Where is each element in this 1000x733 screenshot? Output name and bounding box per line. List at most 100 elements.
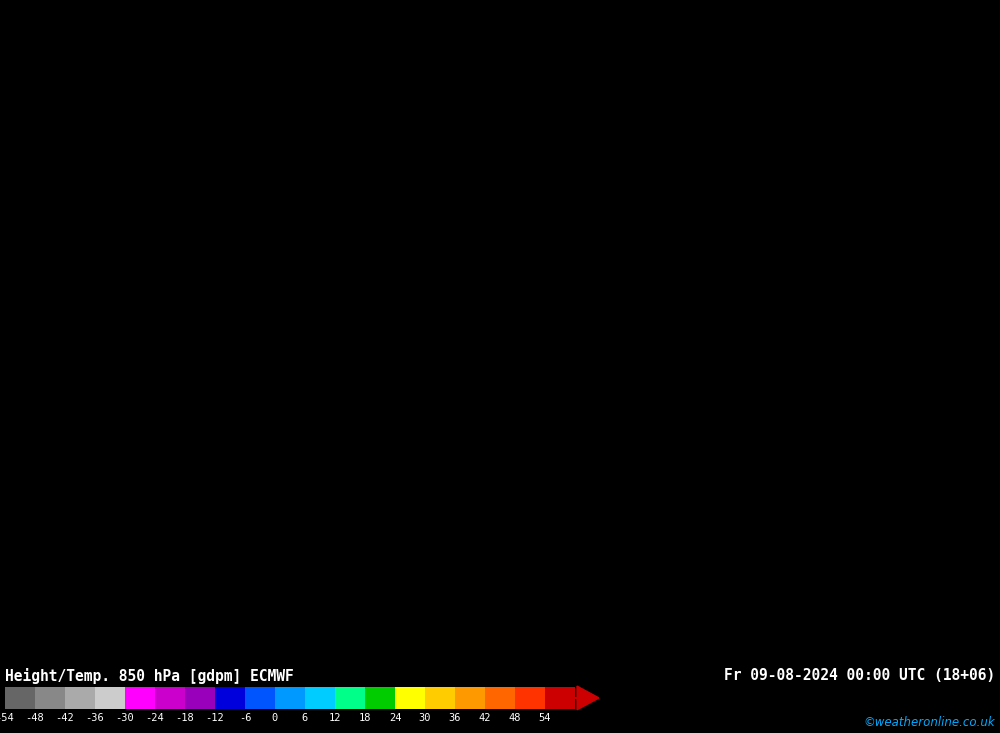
Text: 1: 1 bbox=[888, 386, 893, 395]
Text: 3: 3 bbox=[244, 386, 250, 395]
Text: 8: 8 bbox=[888, 492, 893, 501]
Text: 2: 2 bbox=[394, 310, 400, 319]
Text: 1: 1 bbox=[232, 628, 237, 638]
Text: 6: 6 bbox=[88, 83, 93, 92]
Text: 7: 7 bbox=[425, 113, 431, 122]
Text: 8: 8 bbox=[325, 22, 331, 31]
Text: 6: 6 bbox=[819, 605, 825, 615]
Text: 7: 7 bbox=[988, 401, 993, 410]
Text: 3: 3 bbox=[869, 416, 875, 425]
Text: 2: 2 bbox=[150, 651, 156, 660]
Text: 4: 4 bbox=[675, 408, 681, 418]
Text: 3: 3 bbox=[307, 280, 312, 289]
Text: 0: 0 bbox=[13, 52, 18, 62]
Text: 4: 4 bbox=[313, 523, 318, 531]
Text: 5: 5 bbox=[432, 454, 437, 463]
Text: 6: 6 bbox=[232, 545, 237, 554]
Text: 1: 1 bbox=[844, 75, 850, 84]
Text: 9: 9 bbox=[438, 83, 443, 92]
Text: 6: 6 bbox=[569, 439, 575, 448]
Text: 5: 5 bbox=[275, 242, 281, 251]
Text: 4: 4 bbox=[713, 431, 718, 441]
Text: 0: 0 bbox=[119, 621, 125, 630]
Text: 1: 1 bbox=[25, 523, 31, 531]
Text: 5: 5 bbox=[38, 598, 43, 607]
Text: 1: 1 bbox=[419, 37, 425, 46]
Text: 2: 2 bbox=[725, 408, 731, 418]
Text: 2: 2 bbox=[788, 545, 793, 554]
Text: 3: 3 bbox=[469, 568, 475, 577]
Text: 1: 1 bbox=[182, 636, 187, 645]
Text: 2: 2 bbox=[794, 272, 800, 281]
Text: 1: 1 bbox=[332, 303, 337, 312]
Text: 1: 1 bbox=[19, 424, 25, 432]
Text: 0: 0 bbox=[269, 454, 275, 463]
Text: 0: 0 bbox=[907, 151, 912, 160]
Text: 9: 9 bbox=[150, 280, 156, 289]
Text: 1: 1 bbox=[725, 90, 731, 99]
Text: 5: 5 bbox=[375, 598, 381, 607]
Text: 5: 5 bbox=[113, 75, 118, 84]
Text: 8: 8 bbox=[632, 621, 637, 630]
Text: 0: 0 bbox=[969, 136, 975, 144]
Text: 4: 4 bbox=[300, 219, 306, 228]
Text: 9: 9 bbox=[588, 45, 593, 54]
Text: 6: 6 bbox=[450, 348, 456, 357]
Text: 5: 5 bbox=[744, 628, 750, 638]
Text: 4: 4 bbox=[544, 144, 550, 152]
Text: 5: 5 bbox=[263, 52, 268, 62]
Text: 8: 8 bbox=[269, 591, 275, 600]
Text: 5: 5 bbox=[575, 560, 581, 570]
Text: 6: 6 bbox=[350, 636, 356, 645]
Text: 2: 2 bbox=[19, 553, 25, 561]
Text: 6: 6 bbox=[300, 67, 306, 76]
Text: 7: 7 bbox=[638, 530, 643, 539]
Text: 6: 6 bbox=[600, 424, 606, 432]
Text: 5: 5 bbox=[638, 75, 643, 84]
Text: 1: 1 bbox=[650, 181, 656, 190]
Text: 0: 0 bbox=[488, 83, 493, 92]
Text: 6: 6 bbox=[269, 189, 275, 198]
Text: 7: 7 bbox=[838, 477, 843, 486]
Text: 5: 5 bbox=[169, 90, 175, 99]
Text: 1: 1 bbox=[682, 174, 687, 183]
Text: 0: 0 bbox=[350, 333, 356, 342]
Text: 2: 2 bbox=[332, 280, 337, 289]
Text: 5: 5 bbox=[294, 189, 300, 198]
Text: 4: 4 bbox=[625, 371, 631, 380]
Text: 3: 3 bbox=[700, 416, 706, 425]
Text: 1: 1 bbox=[113, 651, 118, 660]
Text: 8: 8 bbox=[19, 166, 25, 175]
Text: 5: 5 bbox=[425, 408, 431, 418]
Text: 7: 7 bbox=[232, 204, 237, 213]
Text: 5: 5 bbox=[19, 621, 25, 630]
Text: 4: 4 bbox=[388, 454, 393, 463]
Text: 2: 2 bbox=[788, 265, 793, 273]
Text: 1: 1 bbox=[532, 52, 537, 62]
Text: 5: 5 bbox=[869, 583, 875, 592]
Text: 8: 8 bbox=[594, 67, 600, 76]
Text: 3: 3 bbox=[432, 287, 437, 296]
Text: 5: 5 bbox=[432, 439, 437, 448]
Text: 2: 2 bbox=[969, 560, 975, 570]
Text: 1: 1 bbox=[244, 469, 250, 478]
Text: 7: 7 bbox=[75, 189, 81, 198]
Text: 0: 0 bbox=[44, 462, 50, 471]
Text: 1: 1 bbox=[288, 386, 293, 395]
Text: 1: 1 bbox=[644, 265, 650, 273]
Text: 0: 0 bbox=[807, 144, 812, 152]
Text: 3: 3 bbox=[682, 408, 687, 418]
Text: 2: 2 bbox=[688, 113, 693, 122]
Text: 1: 1 bbox=[675, 621, 681, 630]
Text: 1: 1 bbox=[7, 515, 12, 523]
Text: 6: 6 bbox=[600, 401, 606, 410]
Text: 6: 6 bbox=[32, 280, 37, 289]
Text: 9: 9 bbox=[963, 477, 968, 486]
Text: 1: 1 bbox=[950, 287, 956, 296]
Text: 5: 5 bbox=[544, 303, 550, 312]
Text: 4: 4 bbox=[588, 136, 593, 144]
Text: 0: 0 bbox=[638, 204, 643, 213]
Text: 6: 6 bbox=[550, 469, 556, 478]
Text: 0: 0 bbox=[900, 265, 906, 273]
Text: 4: 4 bbox=[894, 575, 900, 584]
